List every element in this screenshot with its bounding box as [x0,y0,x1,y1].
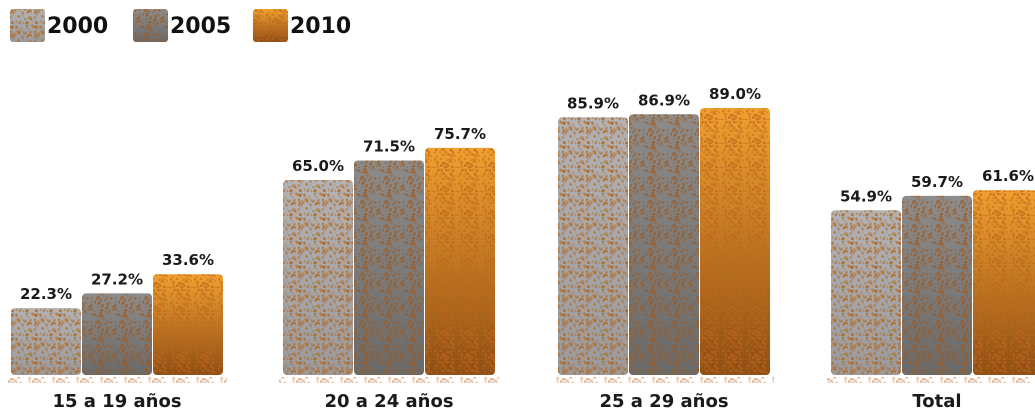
category-label: 15 a 19 años [52,391,181,412]
bar [354,160,424,375]
legend-item: 2005 [133,9,231,42]
data-label: 65.0% [292,157,344,175]
data-label: 22.3% [20,285,72,303]
bar [11,308,81,375]
legend-label: 2005 [170,14,231,39]
bar [283,180,353,375]
category-labels: 15 a 19 años 20 a 24 años 25 a 29 años Tota… [52,391,961,412]
data-labels: 22.3% 27.2% 33.6% 65.0% 71.5% 75.7% 85.9% 86.9%… [20,85,1034,303]
legend-label: 2000 [47,14,108,39]
category-label: 25 a 29 años [599,391,728,412]
data-label: 85.9% [567,94,619,112]
bar [831,210,901,375]
bar [902,195,972,375]
category-label: Total [912,391,961,412]
legend-label: 2010 [290,14,351,39]
data-label: 89.0% [709,85,761,103]
bar [700,108,770,375]
bars [7,108,1035,383]
legend-swatch [10,9,45,42]
legend-item: 2010 [253,9,351,42]
data-label: 61.6% [982,167,1034,185]
bar [153,274,223,375]
legend: 2000 2005 2010 [10,9,351,42]
bar [629,114,699,376]
bar [973,190,1035,375]
data-label: 33.6% [162,251,214,269]
data-label: 86.9% [638,91,690,109]
legend-item: 2000 [10,9,108,42]
bar [82,293,152,375]
bar [558,117,628,376]
data-label: 59.7% [911,173,963,191]
data-label: 71.5% [363,138,415,156]
legend-swatch [253,9,288,42]
category-label: 20 a 24 años [324,391,453,412]
bar [425,147,495,375]
data-label: 27.2% [91,270,143,288]
data-label: 75.7% [434,125,486,143]
legend-swatch [133,9,168,42]
data-label: 54.9% [840,187,892,205]
